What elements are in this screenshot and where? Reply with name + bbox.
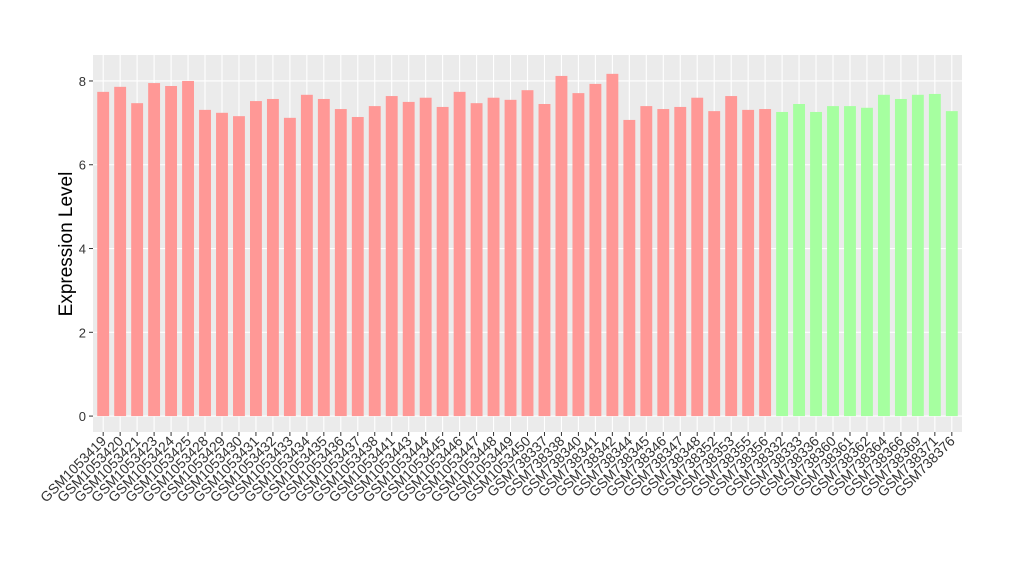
bar <box>334 109 347 417</box>
bar <box>623 119 636 417</box>
bar <box>504 99 517 417</box>
bar <box>776 111 789 417</box>
bar <box>283 117 296 417</box>
bar <box>538 104 551 417</box>
bar <box>911 94 924 417</box>
bar <box>385 96 398 417</box>
bar <box>317 98 330 417</box>
bar <box>861 107 873 417</box>
bar <box>487 97 500 417</box>
bar <box>97 91 110 417</box>
bar <box>708 111 721 417</box>
bar <box>470 103 483 417</box>
bar <box>131 103 144 417</box>
bar <box>640 106 653 417</box>
bar <box>742 109 755 417</box>
bar <box>233 116 245 417</box>
bar <box>894 98 907 417</box>
y-tick-label: 0 <box>79 409 86 424</box>
bar <box>199 109 211 417</box>
bar <box>419 97 432 417</box>
bar <box>691 97 704 417</box>
y-tick-label: 4 <box>79 242 86 257</box>
bar <box>351 116 364 417</box>
bar <box>674 106 687 417</box>
bar <box>300 94 313 417</box>
bar <box>216 112 228 417</box>
bar <box>877 94 890 417</box>
bar <box>453 91 466 417</box>
bar <box>827 106 839 417</box>
y-tick-label: 2 <box>79 325 86 340</box>
bar <box>555 75 568 417</box>
y-tick-label: 6 <box>79 158 86 173</box>
bar <box>572 93 585 417</box>
bar <box>521 90 534 417</box>
bar <box>148 83 161 417</box>
bar <box>657 109 670 417</box>
bar <box>368 106 381 417</box>
bar <box>606 73 619 417</box>
bar <box>759 109 772 417</box>
bar <box>725 96 738 417</box>
bar <box>402 101 415 417</box>
bar <box>945 111 958 417</box>
bar <box>436 106 449 417</box>
bar <box>928 93 941 417</box>
bar <box>249 101 262 417</box>
bar <box>266 98 279 417</box>
y-tick-label: 8 <box>79 74 86 89</box>
bar <box>165 85 178 417</box>
bar <box>114 86 127 417</box>
bar <box>793 104 806 417</box>
y-axis-label: Expression Level <box>56 172 77 317</box>
bar <box>589 83 602 417</box>
bar <box>844 106 856 417</box>
bar <box>810 111 822 417</box>
bar <box>182 80 194 417</box>
